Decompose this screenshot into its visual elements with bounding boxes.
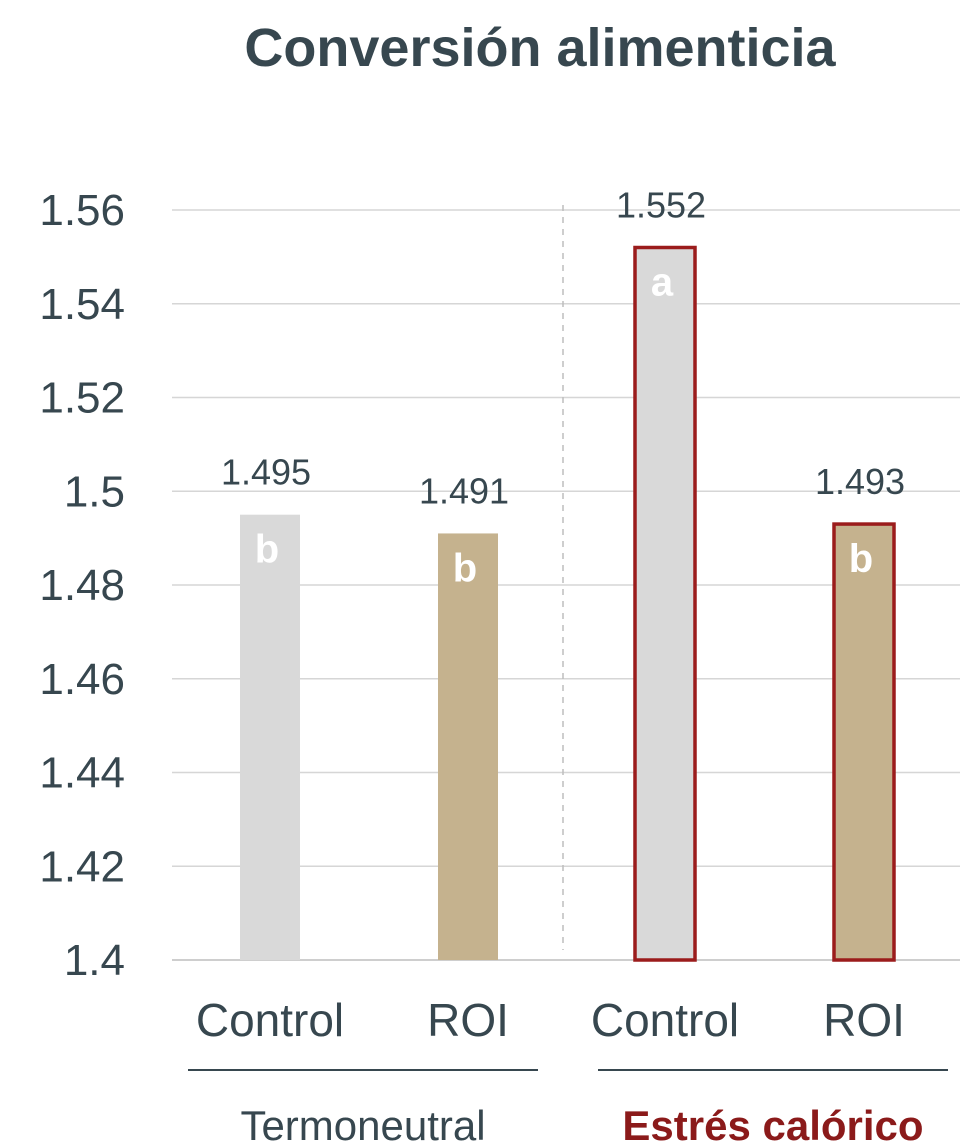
group-label: Termoneutral bbox=[240, 1102, 485, 1148]
y-tick-label: 1.44 bbox=[39, 749, 125, 798]
data-label: 1.495 bbox=[221, 452, 311, 493]
bars-layer: 1.495 b 1.491 b 1.552 a 1.493 b bbox=[221, 185, 905, 962]
y-tick-label: 1.5 bbox=[64, 467, 125, 516]
y-tick-label: 1.52 bbox=[39, 374, 125, 423]
bar bbox=[633, 245, 697, 962]
significance-letter: b bbox=[453, 546, 477, 590]
y-tick-label: 1.46 bbox=[39, 655, 125, 704]
x-tick-label: ROI bbox=[427, 994, 509, 1046]
y-axis: 1.56 1.54 1.52 1.5 1.48 1.46 1.44 1.42 1.4 bbox=[39, 186, 125, 985]
bar bbox=[832, 522, 896, 962]
data-label: 1.493 bbox=[815, 461, 905, 502]
bar bbox=[438, 533, 498, 960]
data-label: 1.491 bbox=[419, 470, 509, 511]
significance-letter: b bbox=[849, 537, 873, 581]
significance-letter: a bbox=[651, 261, 674, 305]
significance-letter: b bbox=[255, 528, 279, 572]
y-tick-label: 1.42 bbox=[39, 842, 125, 891]
y-tick-label: 1.4 bbox=[64, 936, 125, 985]
x-tick-label: Control bbox=[591, 994, 739, 1046]
y-tick-label: 1.56 bbox=[39, 186, 125, 235]
group-label: Estrés calórico bbox=[622, 1102, 923, 1148]
y-tick-label: 1.48 bbox=[39, 561, 125, 610]
chart-title: Conversión alimenticia bbox=[244, 18, 836, 78]
grid-layer bbox=[172, 209, 960, 961]
bar bbox=[240, 514, 300, 960]
x-tick-label: ROI bbox=[823, 994, 905, 1046]
y-tick-label: 1.54 bbox=[39, 280, 125, 329]
x-tick-label: Control bbox=[196, 994, 344, 1046]
group-labels: Termoneutral Estrés calórico bbox=[188, 1069, 948, 1148]
x-axis: Control ROI Control ROI bbox=[196, 994, 905, 1046]
data-label: 1.552 bbox=[616, 185, 706, 226]
